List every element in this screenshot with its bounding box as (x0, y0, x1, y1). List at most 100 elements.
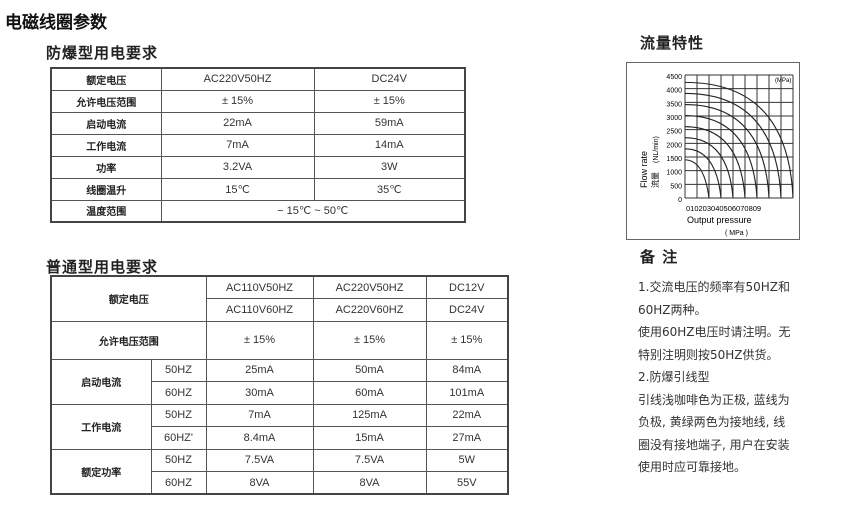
flow-curve (684, 81, 794, 199)
flow-curve (684, 159, 710, 199)
cell: 5W (425, 448, 509, 472)
cell: 22mA (425, 403, 509, 427)
cell: 84mA (425, 358, 509, 382)
flow-curve (684, 148, 722, 199)
y-tick-label: 4500 (666, 74, 682, 81)
corner-unit: (MPa) (775, 78, 791, 84)
cell: 125mA (312, 403, 427, 427)
y-axis-label-cn: 流量 (650, 172, 660, 188)
cell: 7.5VA (205, 448, 314, 472)
table-row: 工作电流 7mA 14mA (50, 133, 466, 157)
cell: 25mA (205, 358, 314, 382)
y-tick-label: 500 (670, 183, 682, 190)
note-line: 引线浅咖啡色为正极, 蓝线为 (638, 392, 790, 407)
cell: 27mA (425, 426, 509, 450)
standard-table: 额定电压 AC110V50HZ AC220V50HZ DC12V AC110V60HZ A… (50, 275, 509, 495)
x-axis-label: Output pressure (687, 215, 752, 225)
table-row: 允许电压范围 ± 15% ± 15% ± 15% (50, 320, 509, 360)
table-row: 线圈温升 15℃ 35℃ (50, 177, 466, 201)
note-line: 使用时应可靠接地。 (638, 460, 747, 474)
cell: 101mA (425, 381, 509, 405)
cell: AC220V50HZ (160, 67, 315, 91)
note-line: 使用60HZ电压时请注明。无 (638, 325, 791, 339)
cell: − 15℃ ~ 50℃ (160, 199, 466, 223)
cell: 50HZ (150, 403, 207, 427)
cell: AC110V50HZ (205, 275, 314, 299)
cell: DC24V (425, 298, 509, 322)
note-line: 2.防爆引线型 (638, 370, 710, 384)
cell: 启动电流 (50, 358, 152, 405)
cell: 59mA (313, 111, 466, 135)
cell: 22mA (160, 111, 315, 135)
flow-curve (684, 115, 758, 199)
cell: 60HZ (150, 381, 207, 405)
cell: 60mA (312, 381, 427, 405)
cell: 55V (425, 471, 509, 495)
cell: 线圈温升 (50, 177, 162, 201)
standard-heading: 普通型用电要求 (46, 258, 159, 276)
cell: 7mA (160, 133, 315, 157)
cell: 允许电压范围 (50, 320, 207, 360)
cell: ± 15% (312, 320, 427, 360)
flow-curve (684, 103, 770, 199)
cell: 额定功率 (50, 448, 152, 495)
y-axis-unit: (NL/min) (653, 136, 660, 163)
cell: 50HZ (150, 448, 207, 472)
cell: 30mA (205, 381, 314, 405)
cell: 额定电压 (50, 275, 207, 322)
cell: AC110V60HZ (205, 298, 314, 322)
note-line: 60HZ两种。 (638, 302, 707, 317)
y-axis-label: Flow rate (639, 151, 649, 188)
flow-curve (684, 126, 746, 199)
note-line: 圈没有接地端子, 用户在安装 (638, 437, 790, 452)
cell: 温度范围 (50, 199, 162, 223)
explosion-proof-table: 额定电压 AC220V50HZ DC24V 允许电压范围 ± 15% ± 15% 启动电流 2… (50, 67, 466, 223)
x-axis-unit: ( MPa ) (725, 230, 748, 237)
note-line: 负极, 黄绿两色为接地线, 线 (638, 415, 786, 429)
cell: ± 15% (425, 320, 509, 360)
cell: 15mA (312, 426, 427, 450)
cell: 60HZ' (150, 426, 207, 450)
flow-heading: 流量特性 (640, 34, 705, 52)
cell: 35℃ (313, 177, 466, 201)
table-row: 额定电压 AC220V50HZ DC24V (50, 67, 466, 91)
table-row: 60HZ 8VA 8VA 55V (51, 471, 509, 495)
table-row: 温度范围 − 15℃ ~ 50℃ (50, 199, 466, 223)
cell: AC220V50HZ (312, 275, 427, 299)
cell: 50mA (312, 358, 427, 382)
cell: 启动电流 (50, 111, 162, 135)
cell: AC220V60HZ (312, 298, 427, 322)
note-line: 特别注明则按50HZ供货。 (638, 347, 779, 362)
notes-heading: 备 注 (640, 248, 679, 266)
table-row: 功率 3.2VA 3W (50, 155, 466, 179)
cell: 15℃ (160, 177, 315, 201)
cell: 8.4mA (205, 426, 314, 450)
table-row: 额定功率 50HZ 7.5VA 7.5VA 5W (50, 448, 509, 495)
cell: 8VA (205, 471, 314, 495)
cell: 14mA (313, 133, 466, 157)
flow-chart: 4500 4000 3500 3000 2500 2000 1500 1000 500 0 0102… (626, 62, 800, 240)
cell: 3.2VA (160, 155, 315, 179)
flow-curve (684, 92, 782, 199)
y-tick-label: 1500 (666, 156, 682, 163)
table-row: 工作电流 50HZ 7mA 125mA 22mA (50, 403, 509, 450)
cell: ± 15% (205, 320, 314, 360)
cell: DC12V (425, 275, 509, 299)
table-row: 启动电流 22mA 59mA (50, 111, 466, 135)
table-row: 额定电压 AC110V50HZ AC220V50HZ DC12V (50, 275, 509, 322)
cell: 50HZ (150, 358, 207, 382)
cell: 允许电压范围 (50, 89, 162, 113)
page-title: 电磁线圈参数 (5, 13, 107, 33)
table-row: 允许电压范围 ± 15% ± 15% (50, 89, 466, 113)
cell: 60HZ (150, 471, 207, 495)
note-line: 1.交流电压的频率有50HZ和 (638, 280, 790, 294)
cell: 功率 (50, 155, 162, 179)
table-row: 60HZ 30mA 60mA 101mA (51, 381, 509, 405)
cell: 工作电流 (50, 133, 162, 157)
y-tick-label: 3500 (666, 101, 682, 108)
x-tick-labels: 010203040506070809 (686, 204, 761, 213)
cell: 额定电压 (50, 67, 162, 91)
y-tick-label: 0 (678, 197, 682, 204)
cell: 7.5VA (312, 448, 427, 472)
table-row: 60HZ' 8.4mA 15mA 27mA (51, 426, 509, 450)
